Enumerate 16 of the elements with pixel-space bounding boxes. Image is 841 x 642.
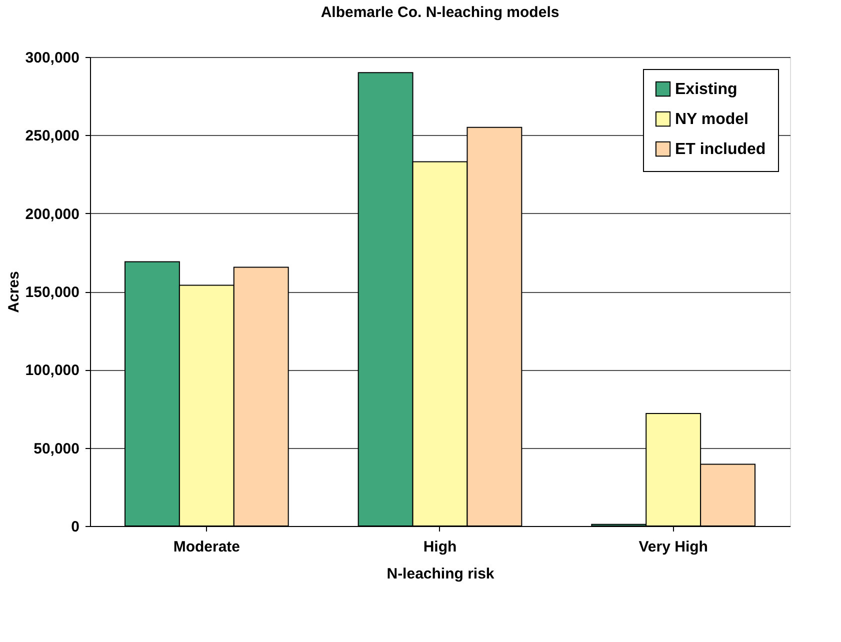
legend-label: Existing	[675, 81, 738, 98]
y-tick-label: 300,000	[25, 50, 80, 66]
y-axis-title: Acres	[5, 271, 22, 313]
x-axis-title: N-leaching risk	[386, 566, 495, 582]
y-tick-label: 150,000	[25, 284, 80, 301]
x-tick-label: Moderate	[173, 538, 240, 556]
y-tick-label: 50,000	[34, 440, 80, 458]
legend-label: ET included	[675, 141, 766, 158]
y-tick-label: 100,000	[25, 362, 80, 380]
y-tick-label: 0	[71, 518, 80, 536]
y-tick-label: 200,000	[25, 206, 80, 223]
legend-label: NY model	[675, 111, 748, 128]
x-tick-label: High	[423, 538, 457, 556]
chart-title: Albemarle Co. N-leaching models	[320, 4, 560, 21]
x-tick-label: Very High	[638, 538, 708, 556]
y-tick-label: 250,000	[25, 128, 80, 145]
